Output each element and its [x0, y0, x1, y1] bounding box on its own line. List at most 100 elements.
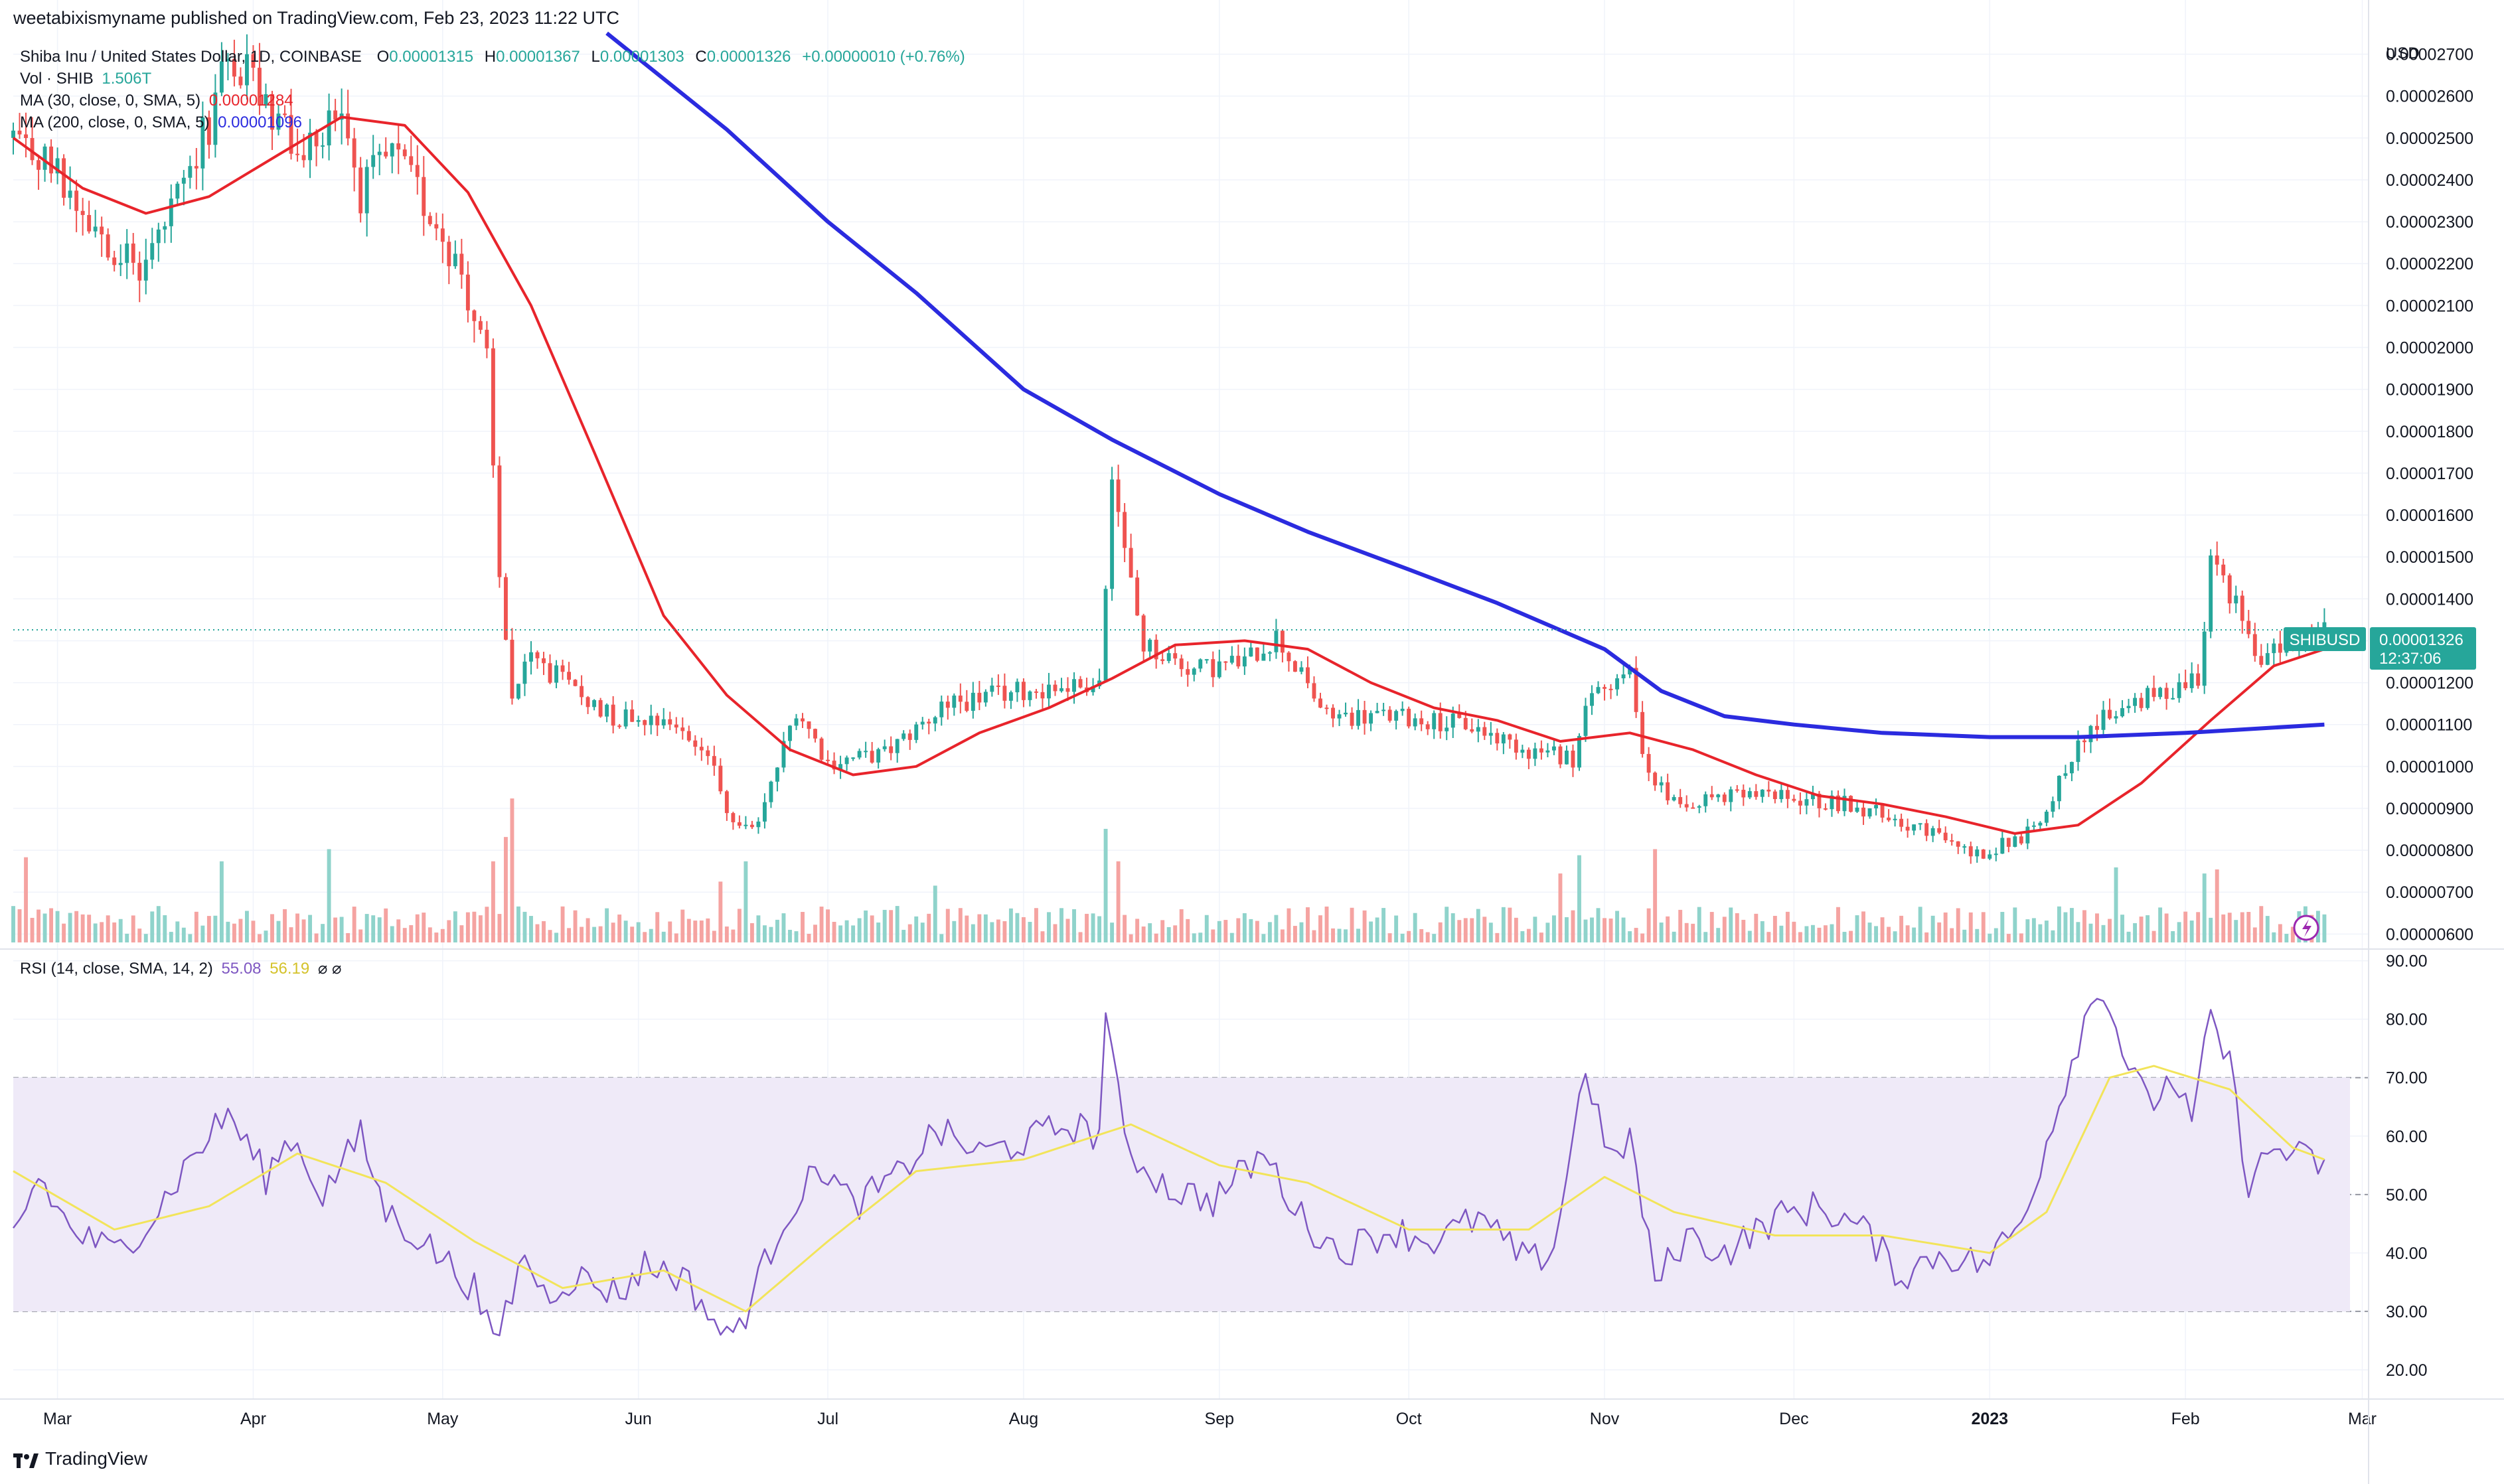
volume-bar: [74, 911, 79, 942]
volume-bar: [194, 911, 198, 942]
volume-bar: [2006, 934, 2011, 942]
candle: [1369, 713, 1373, 724]
volume-bar: [1981, 912, 1986, 942]
candle: [112, 257, 117, 265]
candle: [945, 702, 950, 708]
candle: [1666, 782, 1670, 800]
candle: [175, 183, 180, 199]
price-tick-label: 0.00002200: [2386, 255, 2473, 273]
candle: [1236, 656, 1241, 667]
candle: [390, 143, 394, 157]
candle: [649, 715, 653, 725]
candle: [2088, 725, 2093, 743]
candle: [2259, 656, 2264, 665]
volume-bar: [2209, 917, 2213, 942]
candle: [485, 329, 489, 348]
volume-bar: [1463, 918, 1468, 942]
candle: [1047, 684, 1051, 699]
lightning-icon[interactable]: [2293, 915, 2319, 941]
volume-bar: [503, 837, 508, 942]
time-tick-label: 2023: [1971, 1410, 2008, 1428]
volume-bar: [24, 857, 28, 942]
volume-bar: [712, 930, 716, 942]
volume-bar: [769, 927, 773, 942]
candle: [276, 113, 281, 130]
candle: [1267, 652, 1272, 654]
candle: [1394, 711, 1399, 721]
rsi-legend[interactable]: RSI (14, close, SMA, 14, 2) 55.08 56.19 …: [20, 959, 342, 978]
volume-bar: [1488, 923, 1493, 942]
candle: [219, 61, 224, 93]
volume-bar: [1804, 926, 1809, 942]
candle: [1381, 709, 1386, 711]
candle: [2152, 688, 2156, 698]
ohlc-close-label: C: [695, 48, 707, 66]
volume-bar: [472, 911, 477, 942]
volume-bar: [2278, 924, 2282, 942]
tradingview-logo[interactable]: TradingView: [13, 1448, 147, 1469]
volume-bar: [1545, 923, 1550, 942]
volume-bar: [939, 934, 944, 942]
volume-legend[interactable]: Vol · SHIB 1.506T: [20, 70, 151, 88]
candle: [554, 665, 558, 683]
candle: [156, 229, 161, 244]
candle: [1691, 807, 1695, 809]
volume-bar: [2031, 918, 2036, 942]
volume-bar: [762, 925, 767, 942]
volume-bar: [384, 908, 388, 942]
candle: [1684, 804, 1689, 808]
ma30-label: MA (30, close, 0, SMA, 5): [20, 92, 201, 110]
symbol-legend[interactable]: Shiba Inu / United States Dollar, 1D, CO…: [20, 48, 965, 66]
volume-bar: [1526, 928, 1531, 942]
symbol-title: Shiba Inu / United States Dollar, 1D, CO…: [20, 48, 362, 66]
volume-bar: [1450, 913, 1455, 942]
candle: [724, 791, 729, 814]
volume-bar: [371, 915, 376, 942]
rsi-tick-label: 50.00: [2386, 1186, 2428, 1205]
candle: [2322, 622, 2327, 631]
candle: [1817, 793, 1822, 808]
candle: [1867, 808, 1872, 817]
volume-bar: [990, 922, 994, 942]
candle: [2164, 688, 2169, 700]
candle: [358, 167, 363, 214]
volume-bar: [794, 931, 799, 942]
volume-bar: [1413, 913, 1417, 942]
candle: [1148, 639, 1152, 652]
volume-bar: [1608, 918, 1613, 942]
volume-bar: [2088, 923, 2093, 942]
ma30-legend[interactable]: MA (30, close, 0, SMA, 5) 0.00001284: [20, 92, 293, 110]
candle: [907, 733, 912, 740]
publisher-line: weetabixismyname published on TradingVie…: [13, 8, 620, 28]
ohlc-open-value: 0.00001315: [389, 48, 474, 66]
candle: [870, 751, 874, 763]
volume-bar: [573, 910, 578, 942]
volume-bar: [914, 916, 919, 942]
rsi-tick-label: 80.00: [2386, 1011, 2428, 1029]
rsi-extra-icons[interactable]: ⌀ ⌀: [317, 960, 342, 978]
candle: [226, 58, 230, 62]
time-tick-label: May: [427, 1410, 459, 1428]
candle: [914, 724, 919, 740]
volume-bar: [80, 914, 85, 942]
candle: [1425, 724, 1430, 729]
volume-bar: [181, 927, 186, 942]
candle: [314, 132, 319, 147]
volume-bar: [535, 924, 540, 942]
candle: [1956, 841, 1960, 847]
candle: [2252, 634, 2257, 656]
volume-bar: [1508, 907, 1512, 942]
candle: [1028, 691, 1032, 700]
volume-bar: [1653, 849, 1658, 942]
volume-bar: [1565, 917, 1569, 942]
volume-bar: [2126, 931, 2131, 942]
ma200-legend[interactable]: MA (200, close, 0, SMA, 5) 0.00001096: [20, 113, 302, 132]
candle: [1192, 668, 1196, 675]
volume-bar: [965, 915, 969, 942]
candle: [1457, 713, 1462, 718]
candle: [74, 190, 79, 211]
candle: [718, 765, 723, 792]
candle: [801, 718, 805, 721]
candle: [2057, 775, 2061, 802]
